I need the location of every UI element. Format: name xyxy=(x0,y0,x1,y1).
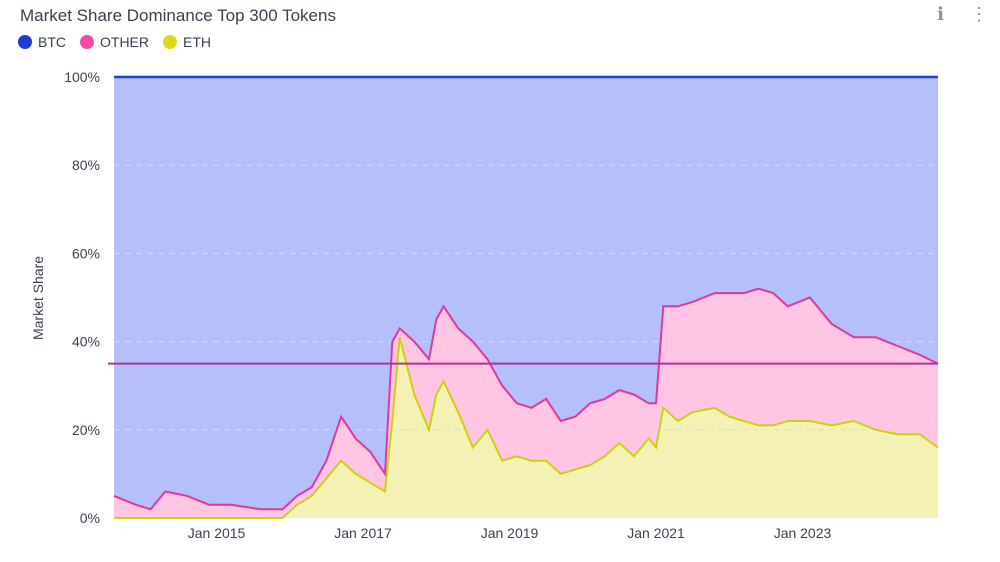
legend-label-eth: ETH xyxy=(183,34,211,50)
vertical-dots-icon[interactable]: ⋮ xyxy=(970,4,988,24)
y-tick-label-60: 60% xyxy=(72,245,100,261)
eth-line xyxy=(114,336,939,519)
area-layer xyxy=(114,77,938,518)
y-tick-label-20: 20% xyxy=(72,422,100,438)
legend-dot-other xyxy=(80,35,94,49)
y-tick-label-0: 0% xyxy=(80,510,100,526)
line-layer xyxy=(108,75,939,519)
y-tick-label-80: 80% xyxy=(72,157,100,173)
x-tick-label-2017: Jan 2017 xyxy=(334,525,392,541)
x-tick-label-2019: Jan 2019 xyxy=(481,525,539,541)
other-area xyxy=(114,288,938,518)
info-icon[interactable]: ℹ xyxy=(937,4,944,24)
legend-label-btc: BTC xyxy=(38,34,66,50)
legend-dot-eth xyxy=(163,35,177,49)
axis-layer: 0% 20% 40% 60% 80% 100% Jan 2015 Jan 2017 Jan 20… xyxy=(64,69,831,541)
x-tick-label-2015: Jan 2015 xyxy=(188,525,246,541)
x-tick-label-2023: Jan 2023 xyxy=(774,525,832,541)
eth-area xyxy=(114,337,938,518)
legend: BTC OTHER ETH xyxy=(18,34,211,50)
y-axis-label: Market Share xyxy=(30,256,46,340)
legend-item-eth[interactable]: ETH xyxy=(163,34,211,50)
other-line xyxy=(113,287,939,511)
x-tick-label-2021: Jan 2021 xyxy=(627,525,685,541)
legend-dot-btc xyxy=(18,35,32,49)
y-tick-label-40: 40% xyxy=(72,334,100,350)
chart-title: Market Share Dominance Top 300 Tokens xyxy=(20,6,336,25)
btc-area xyxy=(114,77,938,510)
legend-item-other[interactable]: OTHER xyxy=(80,34,149,50)
grid-layer xyxy=(114,164,938,431)
legend-label-other: OTHER xyxy=(100,34,149,50)
legend-item-btc[interactable]: BTC xyxy=(18,34,66,50)
y-tick-label-100: 100% xyxy=(64,69,100,85)
